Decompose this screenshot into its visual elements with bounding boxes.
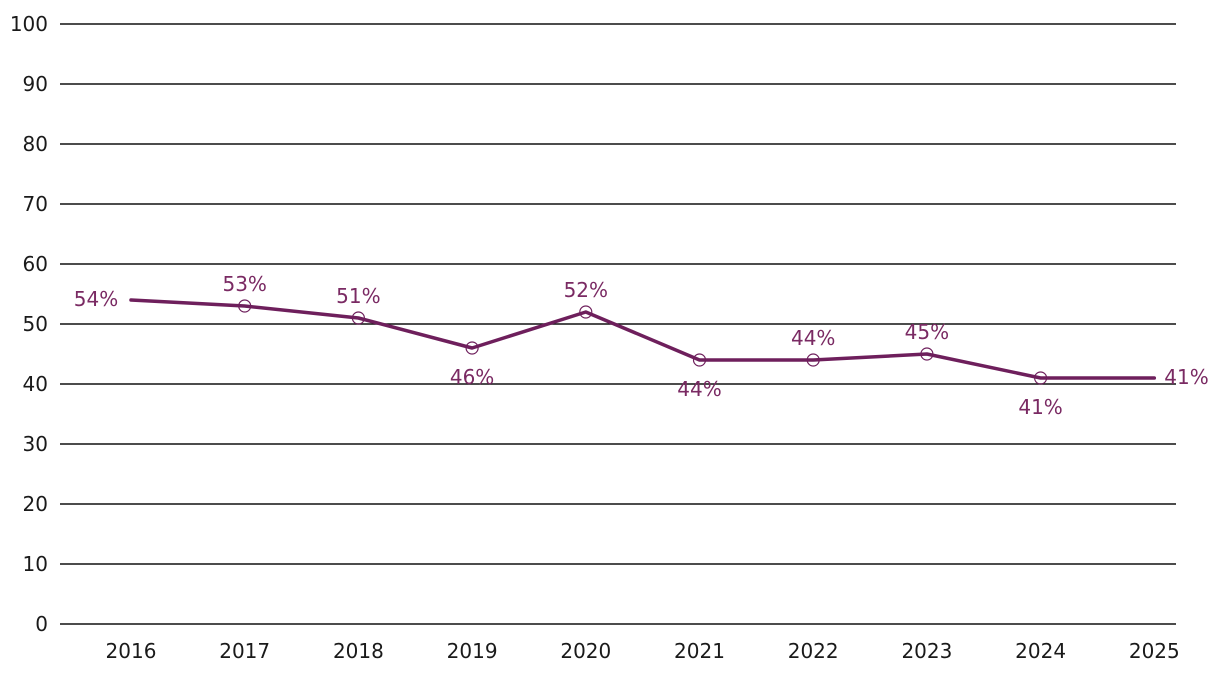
y-tick-label: 0 bbox=[35, 612, 48, 636]
data-label: 46% bbox=[450, 365, 494, 389]
data-label: 41% bbox=[1164, 365, 1208, 389]
data-point bbox=[579, 305, 593, 319]
y-tick-label: 50 bbox=[23, 312, 48, 336]
data-point bbox=[692, 353, 707, 367]
data-point bbox=[238, 299, 252, 313]
x-tick-label: 2025 bbox=[1129, 639, 1180, 663]
x-tick-label: 2017 bbox=[219, 639, 270, 663]
x-tick-label: 2024 bbox=[1015, 639, 1066, 663]
y-tick-label: 70 bbox=[23, 192, 48, 216]
data-point bbox=[465, 341, 479, 355]
data-point bbox=[920, 347, 934, 361]
y-axis-tick-labels: 0 10 20 30 40 50 60 70 80 90 100 bbox=[10, 12, 48, 636]
data-label: 44% bbox=[677, 377, 721, 401]
x-tick-label: 2020 bbox=[560, 639, 611, 663]
x-tick-label: 2021 bbox=[674, 639, 725, 663]
x-axis-tick-labels: 2016 2017 2018 2019 2020 2021 2022 2023 2024 2025 bbox=[106, 639, 1180, 663]
data-label: 51% bbox=[336, 284, 380, 308]
data-label: 52% bbox=[564, 278, 608, 302]
x-tick-label: 2023 bbox=[901, 639, 952, 663]
x-tick-label: 2019 bbox=[447, 639, 498, 663]
data-point bbox=[1033, 371, 1048, 385]
series-line bbox=[129, 298, 1157, 380]
x-tick-label: 2022 bbox=[788, 639, 839, 663]
y-tick-label: 40 bbox=[23, 372, 48, 396]
y-tick-label: 100 bbox=[10, 12, 48, 36]
data-label: 54% bbox=[74, 287, 118, 311]
series bbox=[129, 298, 1157, 385]
y-tick-label: 90 bbox=[23, 72, 48, 96]
data-label: 41% bbox=[1018, 395, 1062, 419]
data-label: 45% bbox=[905, 320, 949, 344]
y-tick-label: 30 bbox=[23, 432, 48, 456]
data-label: 53% bbox=[222, 272, 266, 296]
y-tick-label: 80 bbox=[23, 132, 48, 156]
x-tick-label: 2016 bbox=[106, 639, 157, 663]
data-labels: 54% 53% 51% 46% 52% 44% 44% 45% 41% 41% bbox=[74, 272, 1209, 419]
y-tick-label: 20 bbox=[23, 492, 48, 516]
data-label: 44% bbox=[791, 326, 835, 350]
x-tick-label: 2018 bbox=[333, 639, 384, 663]
y-tick-label: 60 bbox=[23, 252, 48, 276]
data-point bbox=[351, 311, 365, 325]
data-point bbox=[806, 353, 820, 367]
y-tick-label: 10 bbox=[23, 552, 48, 576]
